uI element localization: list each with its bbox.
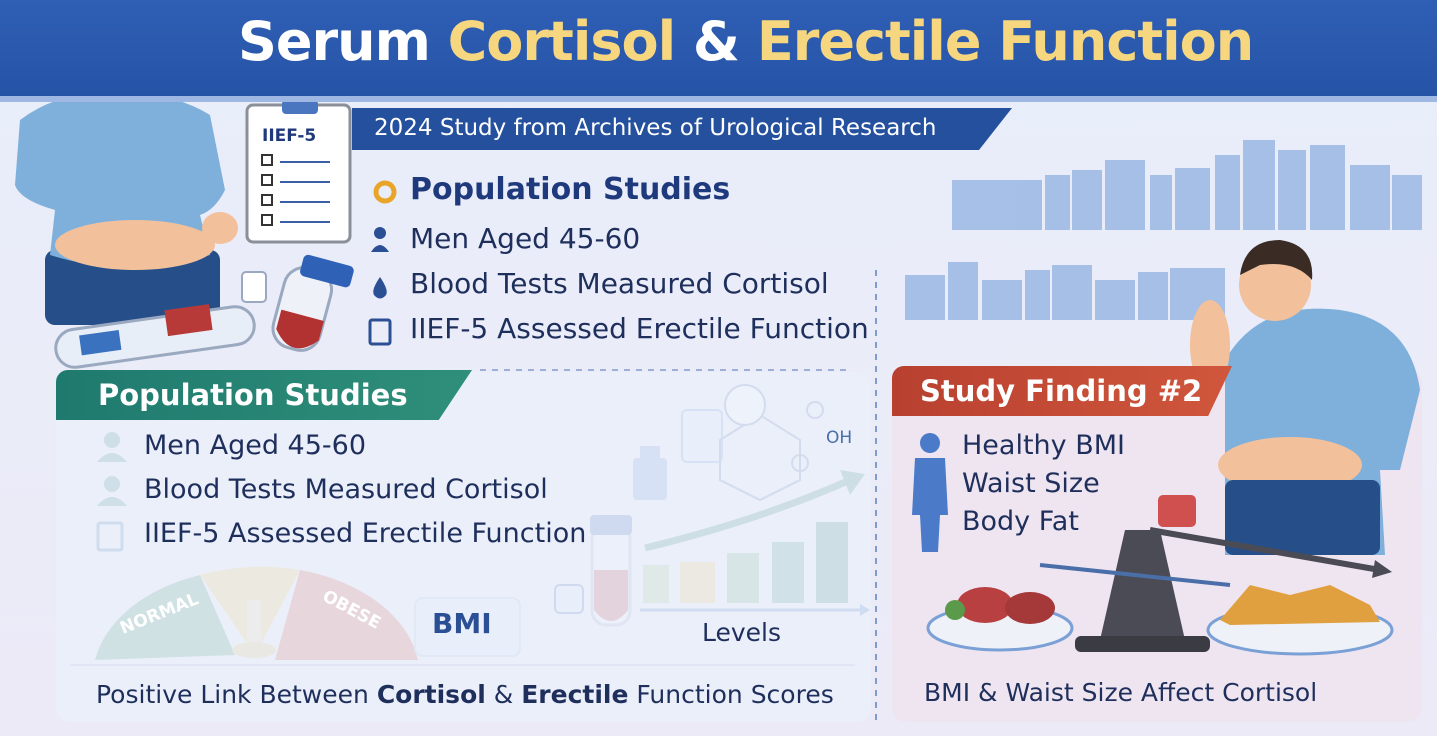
overview-item: IIEF-5 Assessed Erectile Function bbox=[410, 312, 869, 345]
left-item: Blood Tests Measured Cortisol bbox=[144, 474, 548, 505]
decor-shape bbox=[1372, 560, 1392, 578]
decor-shape bbox=[373, 277, 387, 299]
overview-list: Men Aged 45-60 Blood Tests Measured Cort… bbox=[410, 222, 869, 357]
decor-shape bbox=[1105, 160, 1145, 230]
skyline bbox=[905, 140, 1422, 320]
decor-shape bbox=[241, 271, 267, 303]
decor-shape bbox=[371, 245, 389, 252]
right-item: Waist Size bbox=[962, 468, 1100, 499]
right-panel-heading: Study Finding #2 bbox=[920, 374, 1203, 408]
decor-shape bbox=[1218, 437, 1362, 493]
overview-item: Men Aged 45-60 bbox=[410, 222, 641, 255]
left-item: Men Aged 45-60 bbox=[144, 430, 366, 461]
decor-shape bbox=[73, 225, 117, 255]
decor-shape bbox=[202, 212, 238, 244]
left-panel-tab: Population Studies bbox=[56, 370, 472, 420]
decor-shape bbox=[261, 214, 273, 226]
decor-shape bbox=[1175, 168, 1210, 230]
decor-shape bbox=[957, 587, 1013, 623]
decor-shape bbox=[261, 174, 273, 186]
footer-part: Cortisol bbox=[376, 680, 486, 709]
overview-heading: Population Studies bbox=[410, 172, 731, 207]
right-item: Healthy BMI bbox=[962, 430, 1126, 461]
decor-shape bbox=[261, 154, 273, 226]
decor-shape bbox=[952, 180, 1042, 230]
footer-part: Function Scores bbox=[636, 680, 834, 709]
decor-shape bbox=[1095, 280, 1135, 320]
decor-shape bbox=[1025, 270, 1050, 320]
decor-shape bbox=[276, 309, 324, 349]
title-part: Serum bbox=[238, 10, 431, 73]
decor-shape bbox=[374, 227, 386, 239]
decor-shape bbox=[920, 433, 940, 453]
decor-shape bbox=[1039, 563, 1231, 587]
decor-shape bbox=[905, 275, 945, 320]
decor-shape bbox=[1220, 585, 1380, 625]
right-item: Body Fat bbox=[962, 506, 1079, 537]
decor-shape bbox=[164, 304, 213, 337]
decor-shape bbox=[945, 600, 965, 620]
left-panel-heading: Population Studies bbox=[98, 378, 408, 412]
title-part: Cortisol bbox=[447, 10, 676, 73]
left-panel bbox=[56, 372, 871, 722]
blood-tubes bbox=[54, 254, 354, 369]
decor-shape bbox=[948, 262, 978, 320]
subtitle-ribbon: 2024 Study from Archives of Urological R… bbox=[352, 108, 1012, 150]
left-item: IIEF-5 Assessed Erectile Function bbox=[144, 518, 587, 549]
decor-shape bbox=[261, 194, 273, 206]
left-list: Men Aged 45-60 Blood Tests Measured Cort… bbox=[144, 430, 586, 562]
decor-shape bbox=[1350, 165, 1390, 230]
footer-part: & bbox=[493, 680, 514, 709]
right-illustration bbox=[912, 240, 1420, 656]
decor-shape bbox=[1240, 240, 1313, 280]
left-footer: Positive Link Between Cortisol & Erectil… bbox=[96, 680, 834, 709]
decor-shape bbox=[368, 318, 392, 346]
title: Serum Cortisol & Erectile Function bbox=[238, 10, 1254, 73]
decor-shape bbox=[1072, 170, 1102, 230]
decor-shape bbox=[1278, 150, 1306, 230]
decor-shape bbox=[373, 180, 397, 204]
molecule-label: OH bbox=[826, 428, 853, 448]
decor-shape bbox=[1075, 636, 1210, 652]
right-footer: BMI & Waist Size Affect Cortisol bbox=[924, 678, 1318, 707]
decor-shape bbox=[1100, 530, 1185, 640]
title-part: Erectile Function bbox=[756, 10, 1254, 73]
decor-shape bbox=[1052, 265, 1092, 320]
decor-shape bbox=[1158, 495, 1196, 527]
header-bar bbox=[0, 0, 1437, 102]
decor-shape bbox=[1045, 175, 1070, 230]
clipboard-label: IIEF-5 bbox=[262, 126, 317, 146]
decor-shape bbox=[1005, 592, 1055, 624]
clipboard-illustration bbox=[245, 100, 352, 244]
decor-shape bbox=[1150, 175, 1172, 230]
decor-shape bbox=[1310, 145, 1345, 230]
title-part: & bbox=[692, 10, 740, 73]
bmi-badge: BMI bbox=[432, 607, 492, 640]
footer-part: Positive Link Between bbox=[96, 680, 369, 709]
overview-item: Blood Tests Measured Cortisol bbox=[410, 267, 829, 300]
decor-shape bbox=[1243, 140, 1275, 230]
decor-shape bbox=[1149, 527, 1381, 573]
decor-shape bbox=[982, 280, 1022, 320]
decor-shape bbox=[280, 161, 330, 223]
footer-part: Erectile bbox=[521, 680, 629, 709]
decor-shape bbox=[282, 100, 318, 114]
subtitle: 2024 Study from Archives of Urological R… bbox=[374, 115, 937, 141]
right-panel-tab: Study Finding #2 bbox=[892, 366, 1232, 416]
decor-shape bbox=[261, 154, 273, 166]
decor-shape bbox=[45, 250, 220, 325]
decor-shape bbox=[1138, 272, 1168, 320]
decor-shape bbox=[1392, 175, 1422, 230]
decor-shape bbox=[1215, 155, 1240, 230]
levels-label: Levels bbox=[702, 618, 782, 647]
right-list: Healthy BMI Waist Size Body Fat bbox=[962, 430, 1125, 544]
decor-shape bbox=[1225, 480, 1380, 555]
decor-shape bbox=[79, 329, 122, 356]
decor-shape bbox=[912, 458, 948, 552]
man-illustration bbox=[15, 4, 238, 325]
decor-shape bbox=[300, 254, 354, 288]
